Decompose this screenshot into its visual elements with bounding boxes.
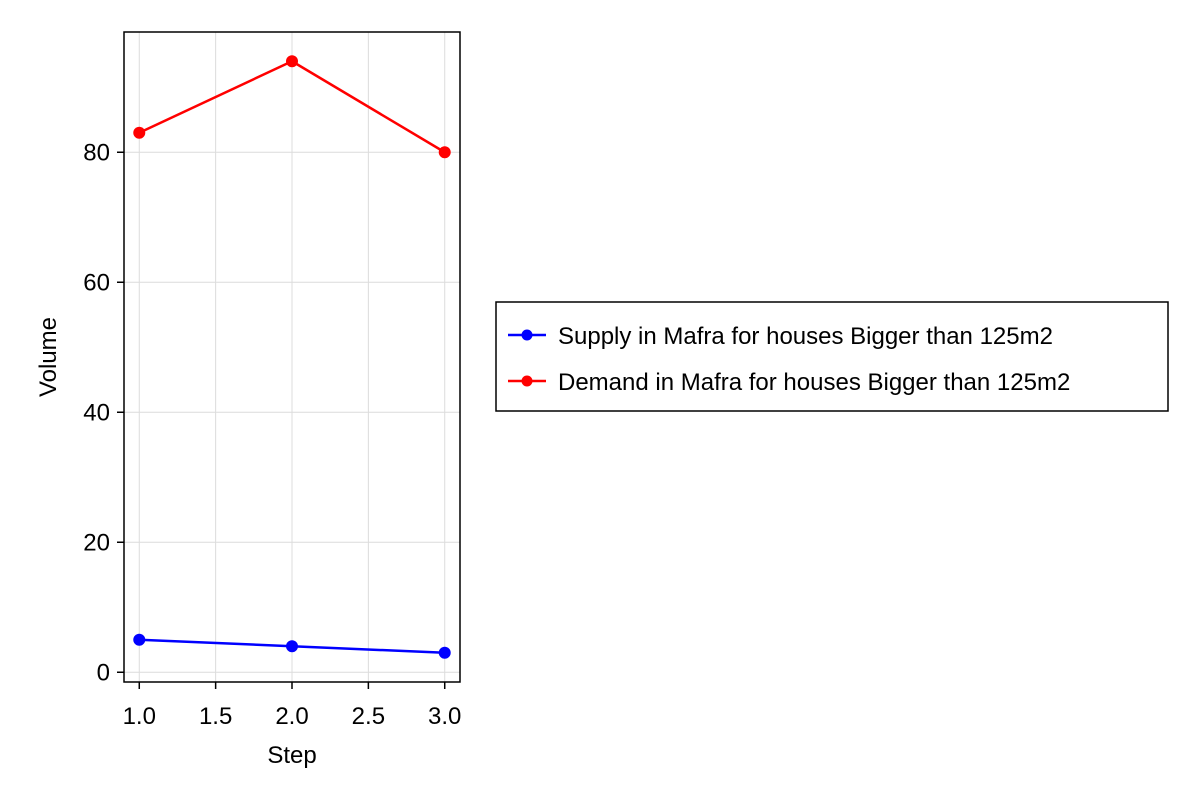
data-point-1: [438, 146, 451, 159]
y-tick-label: 20: [83, 529, 110, 556]
y-tick-label: 80: [83, 139, 110, 166]
data-point-1: [286, 55, 298, 68]
y-axis-title: Volume: [35, 317, 62, 397]
x-tick-label: 1.0: [123, 703, 156, 730]
data-point-1: [133, 126, 146, 139]
legend-marker-demand: [521, 375, 533, 387]
x-axis-title: Step: [267, 742, 316, 769]
legend-label-demand: Demand in Mafra for houses Bigger than 1…: [558, 369, 1070, 396]
data-point-0: [438, 646, 451, 659]
x-tick-label: 3.0: [428, 703, 461, 730]
series-layer: [133, 55, 451, 659]
ticks: 1.0 1.5 2.0 2.5 3.0 0 20 40 60 80: [83, 139, 461, 730]
data-point-0: [286, 640, 298, 653]
legend: Supply in Mafra for houses Bigger than 1…: [495, 301, 1169, 412]
legend-entry-supply: Supply in Mafra for houses Bigger than 1…: [508, 323, 1053, 350]
legend-box: [495, 301, 1169, 412]
y-tick-label: 0: [97, 659, 110, 686]
x-tick-label: 2.0: [275, 703, 308, 730]
x-tick-label: 2.5: [352, 703, 385, 730]
grid: [124, 32, 460, 682]
data-point-0: [133, 633, 146, 646]
legend-label-supply: Supply in Mafra for houses Bigger than 1…: [558, 323, 1053, 350]
x-tick-label: 1.5: [199, 703, 232, 730]
legend-marker-supply: [521, 329, 533, 341]
legend-entry-demand: Demand in Mafra for houses Bigger than 1…: [508, 369, 1070, 396]
y-tick-label: 60: [83, 269, 110, 296]
y-tick-label: 40: [83, 399, 110, 426]
